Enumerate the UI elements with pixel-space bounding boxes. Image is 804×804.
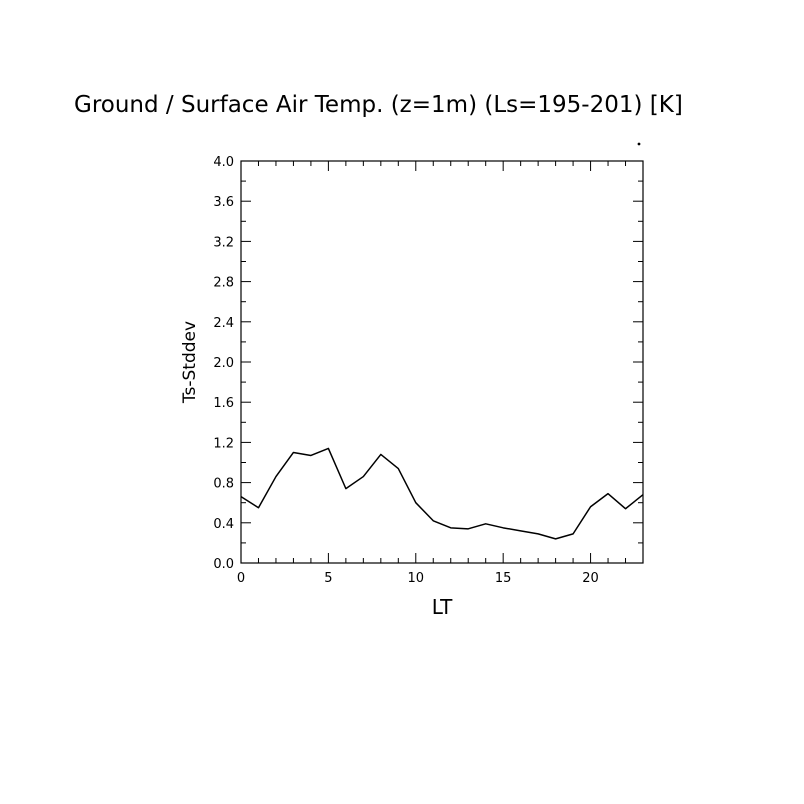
series-line <box>240 447 644 540</box>
y-axis-label: Ts-Stddev <box>180 321 200 404</box>
y-tick-label: 4.0 <box>213 155 234 170</box>
y-tick-label: 0.8 <box>213 477 234 492</box>
chart-title: Ground / Surface Air Temp. (z=1m) (Ls=19… <box>74 92 683 118</box>
y-tick-label: 0.4 <box>213 517 234 532</box>
x-tick-label: 10 <box>408 571 425 586</box>
y-tick-label: 2.8 <box>213 276 234 291</box>
plot-frame <box>240 160 644 564</box>
y-tick-label: 3.2 <box>213 235 234 250</box>
y-tick-label: 0.0 <box>213 557 234 572</box>
y-tick-label: 1.2 <box>213 436 234 451</box>
y-tick-label: 2.0 <box>213 356 234 371</box>
y-axis-ticks <box>241 160 643 564</box>
x-tick-label: 5 <box>324 571 332 586</box>
x-axis-tick-labels: 0 5 10 15 20 <box>237 571 599 586</box>
y-axis-tick-labels: 0.0 0.4 0.8 1.2 1.6 2.0 2.4 2.8 3.2 3.6 4.0 <box>213 155 234 572</box>
stray-dot-mark <box>637 142 641 146</box>
x-axis-ticks <box>240 161 644 563</box>
x-tick-label: 15 <box>495 571 512 586</box>
x-tick-label: 0 <box>237 571 245 586</box>
plot-area-border <box>240 160 644 564</box>
x-tick-label: 20 <box>582 571 599 586</box>
y-tick-label: 2.4 <box>213 316 234 331</box>
y-tick-label: 3.6 <box>213 195 234 210</box>
x-axis-label: LT <box>432 595 453 619</box>
y-tick-label: 1.6 <box>213 396 234 411</box>
